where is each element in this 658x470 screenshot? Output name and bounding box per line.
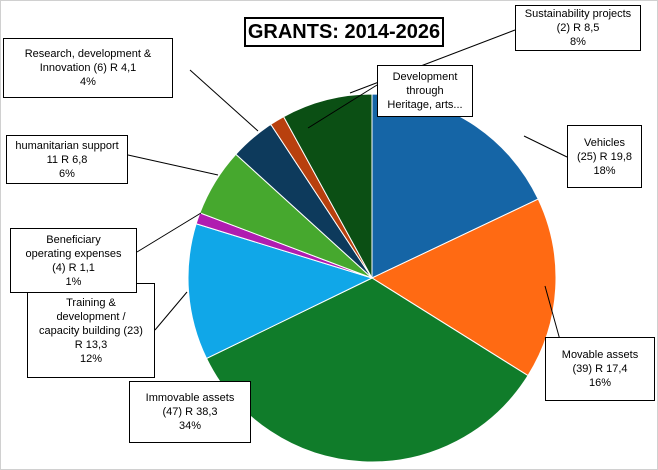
data-label-line: 6% [59,167,75,180]
data-label-line: 16% [588,377,612,389]
chart-title: GRANTS: 2014-2026 [244,17,444,47]
data-label-line: 34% [178,420,202,432]
leader-line-heritage [307,84,378,129]
data-label-research: Research, development & Innovation (6) R … [3,38,173,98]
data-label-line: R 13,3 [74,338,108,351]
pie-slice-training [187,223,374,360]
leader-line-training [154,291,188,331]
data-label-line: operating expenses [25,247,122,260]
data-label-humanitarian: humanitarian support 11 R 6,8 6% [6,135,128,184]
data-label-line: Vehicles [584,136,625,149]
data-label-training: Training & development / capacity building… [27,283,155,378]
data-label-line: (25) R 19,8 [576,150,633,163]
data-label-line: Beneficiary [46,233,101,246]
data-label-line: Sustainability projects [524,8,632,20]
data-label-movable-assets: Movable assets (39) R 17,4 16% [545,337,655,401]
leader-line-movable-assets [544,285,561,341]
data-label-line: 8% [570,36,586,48]
data-label-line: Movable assets [561,349,639,361]
data-label-immovable-assets: Immovable assets (47) R 38,3 34% [129,381,251,443]
pie-slice-movable-assets [370,198,557,377]
data-label-line: development / [56,310,126,323]
leader-line-beneficiary-opex [136,212,202,253]
data-label-line: through [406,85,444,97]
data-label-line: 11 R 6,8 [46,153,88,166]
data-label-line: Training & [66,296,116,309]
data-label-line: 12% [79,352,103,365]
data-label-vehicles: Vehicles (25) R 19,8 18% [567,125,642,188]
data-label-line: capacity building (23) [39,324,143,337]
data-label-line: Immovable assets [145,392,235,404]
data-label-line: 1% [65,275,82,288]
pie-slice-sustainability [282,93,373,279]
data-label-line: 4% [80,76,96,88]
leader-line-research [189,69,259,132]
data-label-line: (2) R 8,5 [556,22,600,34]
data-label-line: Research, development & [24,48,152,60]
data-label-line: (39) R 17,4 [572,363,628,375]
data-label-line: Development [392,71,458,83]
data-label-line: Heritage, arts... [387,99,463,111]
data-label-line: Innovation (6) R 4,1 [39,62,137,74]
data-label-line: (4) R 1,1 [52,261,95,274]
leader-line-vehicles [523,135,568,158]
data-label-sustainability: Sustainability projects (2) R 8,5 8% [515,5,641,51]
leader-line-humanitarian [127,154,219,176]
data-label-line: (47) R 38,3 [162,406,218,418]
data-label-beneficiary-opex: Beneficiary operating expenses (4) R 1,1 1% [10,228,137,293]
data-label-heritage: Development through Heritage, arts... [377,65,473,117]
data-label-line: 18% [593,164,616,177]
data-label-line: humanitarian support [15,139,119,152]
